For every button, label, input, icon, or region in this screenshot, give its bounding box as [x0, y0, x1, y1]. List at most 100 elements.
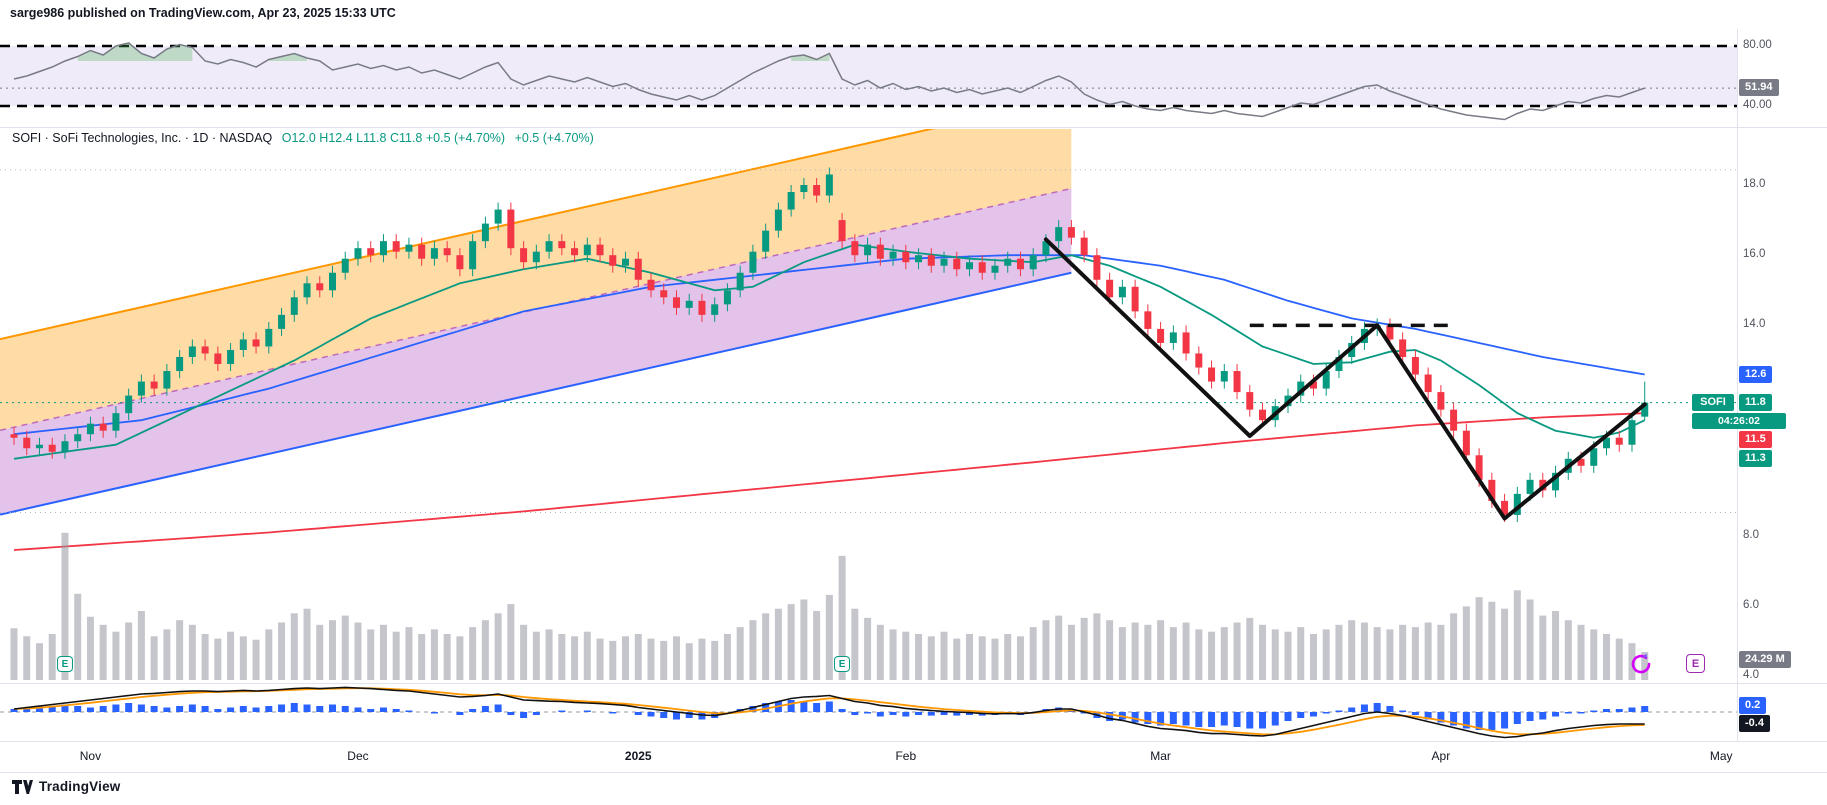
- time-axis-label[interactable]: 2025: [624, 749, 652, 763]
- volume-value-badge: 24.29 M: [1739, 651, 1791, 668]
- candle-body: [800, 185, 808, 193]
- price-pane[interactable]: [0, 97, 1737, 680]
- symbol-title[interactable]: SOFI · SoFi Technologies, Inc. · 1D · NA…: [12, 131, 273, 145]
- macd-hist-bar: [1259, 712, 1267, 729]
- volume-bar: [1450, 613, 1458, 680]
- macd-hist-bar: [813, 703, 821, 712]
- candlestick-series[interactable]: [10, 167, 1649, 522]
- volume-bar: [494, 613, 502, 680]
- volume-bar: [1208, 631, 1216, 680]
- earnings-marker[interactable]: E: [56, 656, 73, 672]
- volume-bar: [1271, 629, 1279, 680]
- volume-bar: [1348, 620, 1356, 680]
- macd-hist-bar: [405, 710, 413, 712]
- channel-upper-line[interactable]: [0, 97, 1071, 341]
- macd-hist-bar: [1641, 706, 1649, 712]
- macd-pane[interactable]: [0, 686, 1737, 739]
- candle-body: [940, 258, 948, 266]
- publish-header: sarge986 published on TradingView.com, A…: [10, 6, 396, 20]
- macd-hist-bar: [787, 700, 795, 712]
- macd-hist-bar: [456, 712, 464, 715]
- volume-bar: [672, 636, 680, 680]
- symbol-ohlc: O12.0 H12.4 L11.8 C11.8 +0.5 (+4.70%): [281, 131, 506, 145]
- zigzag-trendline[interactable]: [1043, 237, 1647, 521]
- candle-body: [443, 248, 451, 256]
- candle-body: [1220, 371, 1228, 382]
- macd-hist-bar: [354, 707, 362, 712]
- footer-brand[interactable]: TradingView: [39, 779, 121, 794]
- candle-body: [622, 258, 630, 266]
- macd-hist-bar: [825, 701, 833, 712]
- earnings-events-icon[interactable]: E: [1686, 654, 1705, 673]
- refresh-icon[interactable]: [1628, 651, 1654, 677]
- time-axis-label[interactable]: Nov: [79, 749, 102, 763]
- volume-bar: [341, 615, 349, 680]
- macd-hist-bar: [1182, 712, 1190, 726]
- macd-hist-bar: [1386, 706, 1394, 712]
- volume-bar: [864, 617, 872, 680]
- macd-hist-bar: [252, 707, 260, 712]
- candle-body: [1603, 437, 1610, 449]
- candle-body: [405, 244, 413, 252]
- teal-ma-line[interactable]: [13, 243, 1646, 460]
- volume-bar: [609, 640, 617, 680]
- volume-series[interactable]: [10, 532, 1649, 680]
- rsi-value-badge: 51.94: [1739, 79, 1779, 97]
- volume-bar: [469, 627, 477, 680]
- channel-lower-line[interactable]: [0, 271, 1072, 516]
- rsi-pane[interactable]: [0, 42, 1737, 121]
- red-ma-line[interactable]: [13, 412, 1645, 551]
- candle-body: [634, 258, 642, 280]
- blue-ma-line[interactable]: [13, 254, 1645, 436]
- macd-hist-bar: [61, 704, 69, 712]
- macd-hist-bar: [1539, 712, 1547, 720]
- candle-body: [176, 356, 184, 372]
- candle-body: [1004, 258, 1012, 266]
- parallel-channel-drawing[interactable]: [0, 97, 1072, 516]
- time-axis-label[interactable]: Feb: [895, 749, 917, 763]
- volume-bar: [1093, 613, 1101, 680]
- macd-hist-bar: [86, 707, 94, 712]
- candle-body: [74, 434, 82, 442]
- volume-bar: [851, 608, 859, 680]
- macd-hist-bar: [966, 712, 973, 715]
- candle-body: [1080, 237, 1088, 256]
- volume-bar: [1029, 627, 1037, 680]
- macd-hist-bar: [188, 704, 196, 712]
- candle-body: [736, 272, 744, 291]
- volume-bar: [1615, 638, 1623, 680]
- macd-hist-bar: [1462, 712, 1470, 729]
- volume-bar: [201, 634, 209, 680]
- macd-hist-bar: [290, 703, 298, 712]
- time-axis-label[interactable]: May: [1709, 749, 1733, 763]
- macd-hist-bar: [800, 701, 808, 712]
- time-axis-label[interactable]: Mar: [1150, 749, 1171, 763]
- tradingview-logo-icon[interactable]: [12, 779, 33, 794]
- macd-hist-bar: [329, 704, 336, 712]
- candle-body: [35, 444, 43, 449]
- candle-body: [150, 381, 158, 389]
- volume-bar: [99, 624, 107, 680]
- macd-hist-bar: [915, 712, 923, 715]
- last-price-badge: 11.8: [1739, 393, 1772, 411]
- volume-bar: [1118, 627, 1126, 680]
- time-axis-label[interactable]: Apr: [1431, 749, 1451, 763]
- candle-body: [163, 371, 171, 389]
- macd-hist-bar: [1348, 707, 1356, 712]
- volume-bar: [1144, 624, 1152, 680]
- price-axis-label: 4.0: [1743, 669, 1759, 682]
- macd-hist-bar: [1131, 712, 1139, 723]
- candle-body: [1169, 332, 1177, 343]
- symbol-info[interactable]: SOFI · SoFi Technologies, Inc. · 1D · NA…: [12, 131, 594, 145]
- volume-bar: [736, 627, 744, 680]
- earnings-marker[interactable]: E: [834, 656, 851, 672]
- volume-bar: [1475, 597, 1483, 680]
- time-axis-label[interactable]: Dec: [347, 749, 369, 763]
- candle-body: [137, 381, 145, 396]
- candle-body: [813, 185, 821, 196]
- channel-mid-line[interactable]: [0, 187, 1072, 432]
- symbol-change: +0.5 (+4.70%): [514, 131, 594, 145]
- volume-bar: [1462, 606, 1470, 680]
- candle-body: [558, 241, 566, 249]
